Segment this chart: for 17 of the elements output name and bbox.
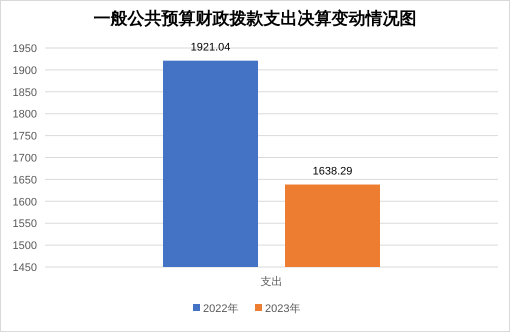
y-tick-label: 1600	[12, 196, 37, 208]
y-tick-label: 1900	[12, 64, 37, 77]
y-tick-label: 1850	[12, 86, 37, 99]
y-tick-label: 1800	[12, 108, 37, 121]
y-tick-label: 1500	[12, 240, 37, 252]
data-label: 1921.04	[190, 42, 230, 54]
y-tick-label: 1550	[12, 218, 37, 230]
y-tick-label: 1700	[12, 152, 37, 164]
legend-label: 2023年	[265, 303, 300, 315]
data-label: 1638.29	[312, 166, 352, 178]
y-tick-label: 1750	[12, 130, 37, 143]
chart-title: 一般公共预算财政拨款支出决算变动情况图	[94, 9, 416, 29]
y-tick-label: 1450	[12, 262, 37, 274]
legend-label: 2022年	[203, 303, 238, 315]
y-tick-label: 1950	[12, 43, 37, 55]
y-tick-label: 1650	[12, 174, 37, 186]
x-tick-label: 支出	[260, 275, 282, 288]
